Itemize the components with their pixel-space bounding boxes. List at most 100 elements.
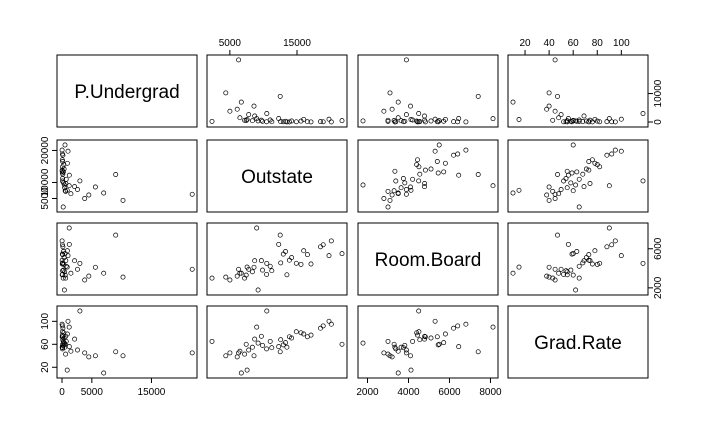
data-point — [246, 347, 252, 353]
data-point — [563, 176, 569, 181]
data-point — [258, 333, 264, 339]
data-point — [283, 340, 288, 346]
tick-label: 60 — [568, 38, 580, 49]
data-point — [360, 340, 366, 346]
data-point — [402, 342, 408, 348]
axis-layer: 5000 15000 20 40 60 80 100 0 5000 15000 2000 4000 60… — [40, 38, 664, 398]
data-point — [422, 334, 428, 340]
tick-label: 80 — [592, 38, 604, 49]
data-point — [510, 270, 516, 276]
data-point — [59, 323, 65, 329]
panel-frame — [507, 139, 649, 213]
data-point — [451, 152, 457, 158]
panel-frame — [56, 54, 198, 128]
data-point — [435, 170, 441, 176]
tick-label: 100 — [40, 313, 51, 330]
data-point — [546, 184, 552, 190]
data-point — [59, 151, 65, 157]
data-point — [609, 242, 615, 248]
data-point — [552, 191, 558, 197]
data-point — [113, 172, 119, 177]
tick-label: 2000 — [356, 387, 379, 398]
data-point — [277, 349, 283, 355]
data-point — [408, 184, 413, 190]
data-point — [410, 117, 416, 123]
data-point — [550, 117, 556, 123]
data-point — [576, 204, 582, 210]
data-point — [189, 191, 195, 197]
data-point — [59, 321, 65, 327]
panel-frame — [206, 222, 348, 296]
data-point — [59, 242, 65, 248]
data-point — [320, 242, 326, 248]
data-point — [223, 353, 229, 359]
data-point — [326, 318, 332, 324]
data-point — [597, 119, 603, 125]
data-point — [293, 329, 299, 335]
data-point — [61, 166, 67, 172]
data-point — [189, 266, 195, 272]
data-point — [640, 178, 646, 184]
tick-label: 0 — [59, 387, 65, 398]
data-point — [238, 99, 244, 105]
data-point — [63, 275, 69, 281]
panel-frame — [206, 54, 348, 128]
data-point — [463, 321, 469, 327]
panel-outstate-vs-outstate: Outstate — [206, 139, 348, 213]
data-point — [456, 116, 462, 121]
data-point — [436, 142, 442, 148]
data-point — [451, 325, 457, 331]
data-point — [556, 270, 562, 276]
data-point — [398, 118, 404, 124]
data-point — [101, 270, 107, 276]
data-point — [552, 196, 558, 201]
data-point — [395, 190, 401, 196]
data-point — [561, 271, 567, 277]
data-point — [189, 350, 195, 356]
data-point — [64, 331, 70, 337]
tick-label: 40 — [544, 38, 556, 49]
data-point — [60, 204, 66, 210]
data-point — [573, 182, 579, 188]
data-point — [555, 232, 560, 238]
x-axis-p-undergrad: 0 5000 15000 — [59, 377, 166, 398]
panel-frame — [357, 139, 499, 213]
data-point — [82, 196, 88, 201]
data-point — [416, 308, 422, 314]
data-point — [258, 117, 264, 123]
data-point — [286, 119, 292, 125]
data-point — [416, 329, 422, 335]
data-point — [573, 118, 579, 124]
tick-label: 60 — [40, 338, 51, 350]
data-point — [389, 192, 395, 198]
tick-label: 6000 — [438, 387, 461, 398]
data-point — [278, 337, 284, 343]
panel-p-undergrad-vs-p-undergrad: P.Undergrad — [56, 54, 198, 128]
data-point — [381, 350, 387, 356]
tick-label: 5000 — [40, 187, 51, 210]
data-point — [618, 116, 624, 122]
data-point — [398, 185, 404, 191]
data-point — [568, 180, 574, 186]
data-point — [408, 103, 413, 109]
tick-label: 5000 — [219, 38, 242, 49]
y-axis-p-undergrad: 0 10000 — [647, 79, 664, 125]
data-point — [395, 370, 401, 376]
data-point — [61, 340, 67, 346]
panel-frame — [56, 139, 198, 213]
data-point — [586, 167, 592, 173]
data-point — [209, 338, 215, 344]
data-point — [516, 264, 522, 270]
data-point — [254, 324, 260, 330]
data-point — [75, 347, 80, 353]
data-point — [64, 160, 70, 166]
data-point — [475, 349, 481, 355]
data-point — [387, 90, 393, 96]
data-point — [86, 273, 92, 279]
data-point — [393, 119, 399, 125]
data-point — [243, 118, 249, 123]
data-point — [432, 318, 438, 324]
data-point — [422, 184, 427, 190]
data-point — [586, 119, 592, 125]
data-point — [391, 341, 397, 347]
